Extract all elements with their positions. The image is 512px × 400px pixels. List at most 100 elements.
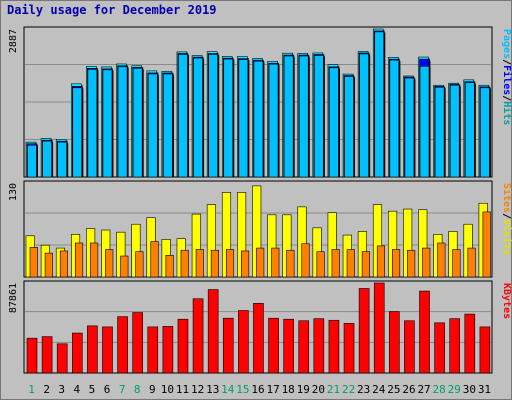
bar-pages-day-31 bbox=[480, 87, 490, 178]
side-label-part: Visits bbox=[501, 219, 512, 255]
bar-pages-day-9 bbox=[147, 73, 158, 178]
panel-kbytes: 87861 KBytes bbox=[8, 280, 512, 374]
x-tick-label-day-10: 10 bbox=[161, 383, 174, 396]
bar-sites-day-11 bbox=[180, 249, 189, 278]
bar-pages-day-21 bbox=[329, 67, 339, 178]
panel-visits-sites: 130 Sites/Visits bbox=[8, 180, 512, 278]
bar-kbytes-day-10 bbox=[162, 326, 174, 374]
bar-kbytes-day-11 bbox=[177, 318, 189, 374]
bar-pages-day-23 bbox=[359, 53, 369, 178]
bar-sites-day-26 bbox=[407, 249, 416, 278]
y-max-label: 87861 bbox=[8, 283, 19, 313]
side-label-part: KBytes bbox=[501, 283, 512, 319]
bar-sites-day-22 bbox=[346, 249, 355, 278]
bar-kbytes-day-19 bbox=[298, 320, 310, 374]
x-tick-label-day-22: 22 bbox=[342, 383, 355, 396]
bar-sites-day-21 bbox=[331, 249, 340, 278]
bar-sites-day-10 bbox=[165, 255, 174, 278]
bar-pages-day-12 bbox=[193, 57, 203, 178]
x-tick-label-day-14: 14 bbox=[221, 383, 235, 396]
bar-kbytes-day-16 bbox=[253, 303, 264, 374]
x-tick-label-day-18: 18 bbox=[282, 383, 295, 396]
bar-kbytes-day-27 bbox=[419, 290, 430, 374]
bar-pages-day-27 bbox=[419, 65, 430, 178]
x-tick-label-day-21: 21 bbox=[327, 383, 340, 396]
bar-kbytes-day-29 bbox=[449, 318, 461, 374]
bar-pages-day-18 bbox=[283, 55, 294, 178]
bar-kbytes-day-6 bbox=[102, 326, 113, 374]
panel-hits-files-pages: 2887 Pages/Files/Hits bbox=[8, 26, 512, 178]
bar-kbytes-day-15 bbox=[238, 310, 249, 374]
x-tick-label-day-2: 2 bbox=[43, 383, 50, 396]
x-tick-label-day-17: 17 bbox=[266, 383, 279, 396]
x-tick-label-day-11: 11 bbox=[176, 383, 189, 396]
bar-pages-day-16 bbox=[253, 60, 264, 178]
x-tick-label-day-9: 9 bbox=[149, 383, 156, 396]
bar-kbytes-day-18 bbox=[283, 318, 294, 374]
bar-sites-day-4 bbox=[74, 242, 84, 278]
bar-kbytes-day-24 bbox=[373, 282, 385, 374]
x-tick-label-day-16: 16 bbox=[251, 383, 264, 396]
bar-sites-day-27 bbox=[422, 247, 431, 278]
bar-sites-day-31 bbox=[482, 211, 491, 278]
series-side-label: Pages/Files/Hits bbox=[501, 29, 512, 125]
bar-sites-day-30 bbox=[467, 247, 476, 278]
bar-kbytes-day-3 bbox=[56, 343, 68, 374]
bar-sites-day-18 bbox=[286, 249, 295, 278]
bar-sites-day-23 bbox=[361, 251, 370, 278]
x-tick-label-day-6: 6 bbox=[104, 383, 111, 396]
bar-sites-day-16 bbox=[256, 247, 265, 278]
x-tick-label-day-25: 25 bbox=[387, 383, 400, 396]
bar-kbytes-day-23 bbox=[358, 288, 370, 374]
bar-pages-day-26 bbox=[404, 77, 415, 178]
chart-title: Daily usage for December 2019 bbox=[7, 3, 217, 17]
bar-kbytes-day-25 bbox=[389, 311, 400, 374]
x-tick-label-day-15: 15 bbox=[236, 383, 249, 396]
bar-kbytes-day-30 bbox=[464, 313, 476, 374]
side-label-part: Hits bbox=[501, 101, 512, 125]
bar-kbytes-day-31 bbox=[479, 326, 491, 374]
x-tick-label-day-5: 5 bbox=[89, 383, 96, 396]
bar-pages-day-13 bbox=[208, 54, 218, 178]
bar-kbytes-day-22 bbox=[343, 323, 355, 374]
bar-kbytes-day-2 bbox=[41, 336, 53, 374]
bar-pages-day-14 bbox=[223, 58, 234, 178]
side-label-part: / bbox=[501, 59, 512, 65]
bar-sites-day-20 bbox=[316, 251, 325, 278]
bar-pages-day-11 bbox=[178, 54, 188, 178]
bar-kbytes-day-12 bbox=[192, 298, 204, 374]
bar-pages-day-2 bbox=[42, 140, 52, 178]
x-tick-label-day-28: 28 bbox=[433, 383, 446, 396]
x-tick-label-day-31: 31 bbox=[478, 383, 491, 396]
bar-kbytes-day-9 bbox=[147, 326, 159, 374]
day-axis-labels: 1 2 3 4 5 6 7 8 9 10 11 12 13 14 15 16 17 18 19 20 21 22 23 24 2… bbox=[28, 383, 491, 396]
side-label-part: Pages bbox=[501, 29, 512, 59]
bar-pages-day-7 bbox=[117, 66, 128, 178]
series-side-label: Sites/Visits bbox=[501, 183, 512, 255]
bar-sites-day-1 bbox=[29, 247, 38, 278]
bar-sites-day-17 bbox=[271, 247, 280, 278]
bar-kbytes-day-14 bbox=[222, 317, 234, 374]
bar-sites-day-8 bbox=[135, 251, 144, 278]
x-tick-label-day-7: 7 bbox=[119, 383, 126, 396]
bar-sites-day-14 bbox=[225, 249, 235, 278]
x-tick-label-day-12: 12 bbox=[191, 383, 204, 396]
bar-sites-day-25 bbox=[392, 249, 401, 278]
bar-sites-day-28 bbox=[437, 242, 446, 278]
bar-sites-day-24 bbox=[376, 245, 386, 278]
bar-pages-day-29 bbox=[449, 84, 460, 178]
bar-kbytes-day-7 bbox=[117, 316, 128, 374]
bar-kbytes-day-17 bbox=[268, 317, 279, 374]
bar-kbytes-day-4 bbox=[71, 332, 83, 374]
y-max-label: 130 bbox=[8, 183, 19, 201]
bar-sites-day-3 bbox=[59, 250, 68, 278]
x-tick-label-day-4: 4 bbox=[74, 383, 81, 396]
series-side-label: KBytes bbox=[501, 283, 512, 319]
bar-kbytes-day-13 bbox=[207, 289, 219, 374]
bar-pages-day-15 bbox=[238, 59, 249, 178]
bar-pages-day-22 bbox=[344, 76, 354, 178]
x-tick-label-day-23: 23 bbox=[357, 383, 370, 396]
x-tick-label-day-13: 13 bbox=[206, 383, 219, 396]
y-max-label: 2887 bbox=[8, 29, 19, 53]
